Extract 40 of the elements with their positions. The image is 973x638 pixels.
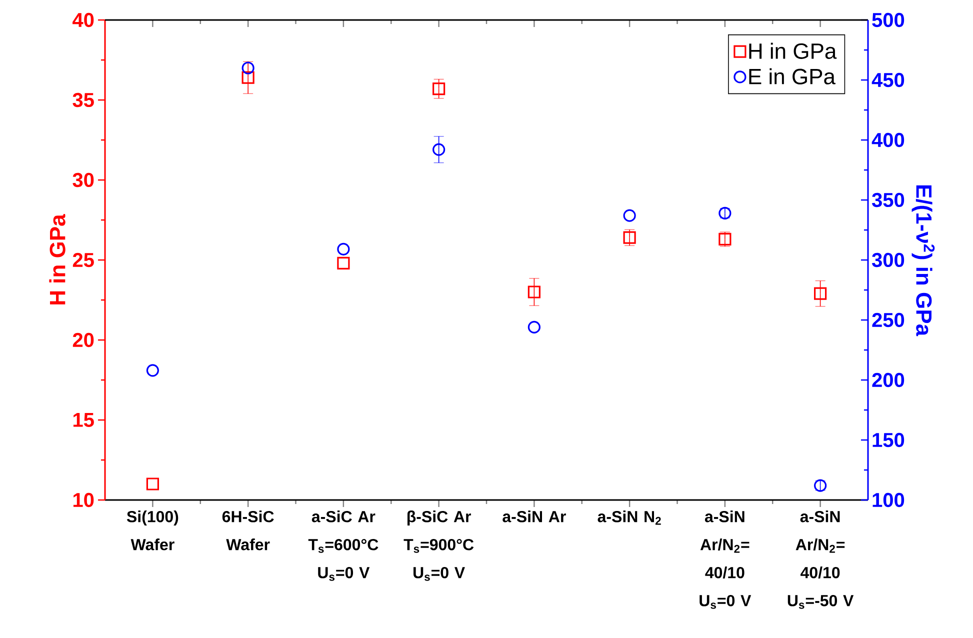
- y2-tick-label: 300: [872, 252, 904, 268]
- y2-tick-label: 150: [872, 432, 904, 448]
- point: [528, 286, 540, 298]
- point: [432, 82, 446, 96]
- point: [814, 287, 827, 300]
- y2-tick-label: 100: [872, 492, 904, 508]
- x-tick-label: a-SiN Ar/N$_{2}$= 40/10 U$_{s}$=0 V: [700, 510, 752, 609]
- point: [242, 62, 254, 74]
- y2-tick-label: 350: [872, 192, 904, 208]
- y-tick-label: 25: [72, 252, 94, 268]
- point: [337, 242, 350, 256]
- point: [528, 320, 540, 334]
- point: [623, 209, 636, 222]
- x-tick-label: a-SiC Ar T$_{s}$=600°C U$_{s}$=0 V: [308, 510, 378, 581]
- x-tick-label: 6H-SiC Wafer: [222, 510, 274, 550]
- y-tick-label: 15: [73, 413, 94, 427]
- y2-tick-label: 400: [872, 132, 904, 148]
- y2-tick-label: 250: [872, 312, 904, 328]
- x-tick-label: a-SiN N$_{2}$: [598, 510, 661, 525]
- point: [432, 143, 446, 156]
- y-tick-label: 35: [72, 92, 94, 108]
- point: [242, 71, 254, 84]
- y2-tick-label: 500: [872, 12, 904, 28]
- point: [146, 478, 159, 490]
- point: [146, 364, 159, 377]
- y-axis-title: H in GPa: [49, 214, 66, 304]
- x-tick-label: β-SiC Ar T$_{s}$=900°C U$_{s}$=0 V: [404, 510, 474, 581]
- x-tick-label: a-SiN Ar: [502, 510, 566, 522]
- x-tick-label: a-SiN Ar/N$_{2}$= 40/10 U$_{s}$=-50 V: [788, 510, 854, 609]
- y-tick-label: 40: [72, 12, 94, 28]
- y2-tick-label: 450: [872, 72, 904, 88]
- legend-label: H in GPa: [749, 42, 837, 59]
- y2-tick-label: 200: [872, 372, 904, 388]
- legend-label: E in GPa: [749, 68, 836, 84]
- y-tick-label: 10: [73, 492, 94, 508]
- point: [337, 256, 350, 270]
- y-tick-label: 20: [72, 332, 94, 348]
- x-tick-label: Si(100) Wafer: [126, 510, 178, 550]
- y-tick-label: 30: [72, 172, 94, 188]
- y2-axis-title: E/(1-ν$^{2}$) in GPa: [912, 185, 935, 336]
